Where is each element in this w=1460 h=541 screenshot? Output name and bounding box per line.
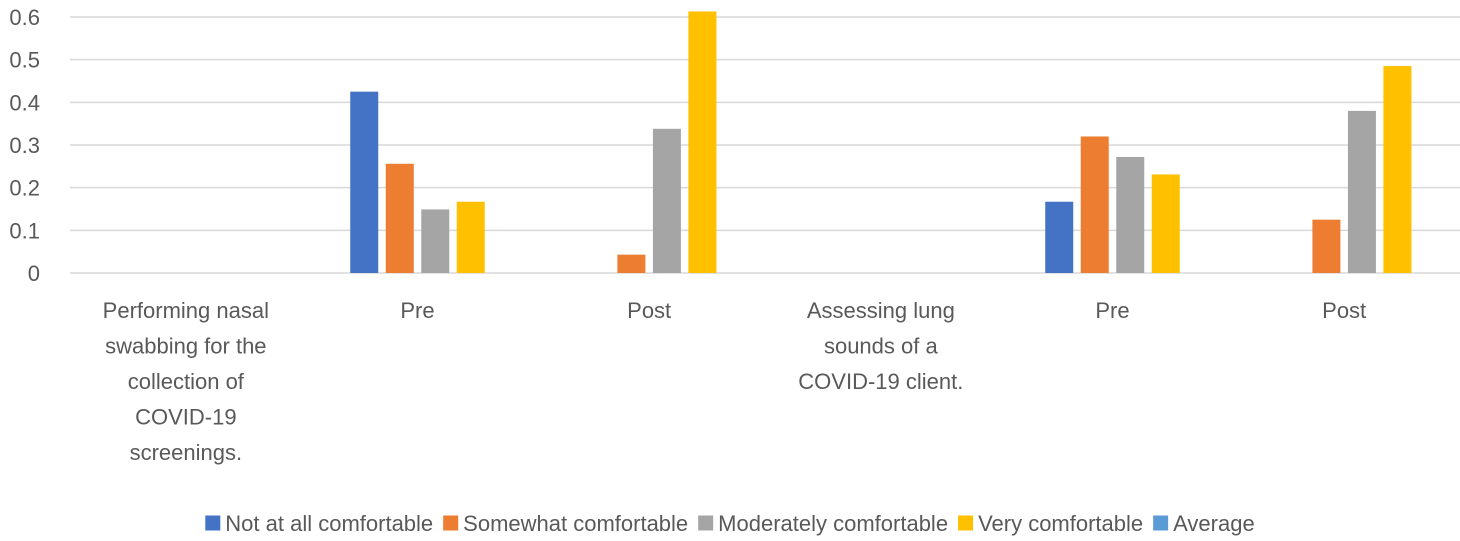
legend: Not at all comfortable Somewhat comfortab… (205, 511, 1255, 536)
x-category-label: Pre (1095, 298, 1129, 323)
bar-very-comfortable-cat5 (1383, 66, 1412, 273)
legend-swatch (443, 515, 459, 531)
bar-very-comfortable-cat2 (688, 11, 717, 273)
legend-item-average: Average (1153, 511, 1255, 536)
y-tick-label: 0.2 (9, 176, 40, 201)
x-axis-category-labels: Performing nasal swabbing for the collecti… (103, 298, 1367, 465)
legend-swatch (958, 515, 974, 531)
bar-moderately-comfortable-cat5 (1347, 110, 1376, 273)
gridlines (70, 16, 1460, 274)
legend-label: Moderately comfortable (718, 511, 948, 536)
bar-somewhat-comfortable-cat5 (1312, 219, 1341, 273)
bar-somewhat-comfortable-cat2 (617, 254, 646, 273)
legend-swatch (1153, 515, 1169, 531)
bar-very-comfortable-cat4 (1151, 174, 1180, 273)
y-axis-tick-labels: 0 0.1 0.2 0.3 0.4 0.5 0.6 (9, 5, 40, 286)
bar-not-at-all-comfortable-cat1 (350, 91, 379, 274)
y-tick-label: 0.3 (9, 133, 40, 158)
legend-item-moderately-comfortable: Moderately comfortable (698, 511, 948, 536)
legend-item-somewhat-comfortable: Somewhat comfortable (443, 511, 688, 536)
x-category-label: Post (627, 298, 671, 323)
legend-swatch (205, 515, 221, 531)
bar-moderately-comfortable-cat4 (1116, 156, 1145, 273)
legend-label: Average (1173, 511, 1255, 536)
bar-moderately-comfortable-cat1 (421, 209, 450, 273)
x-category-label: Assessing lung sounds of a COVID-19 client… (798, 298, 963, 394)
bar-not-at-all-comfortable-cat4 (1045, 201, 1074, 273)
x-category-label: Pre (400, 298, 434, 323)
legend-swatch (698, 515, 714, 531)
bar-very-comfortable-cat1 (456, 201, 485, 273)
y-tick-label: 0 (28, 261, 40, 286)
legend-label: Not at all comfortable (225, 511, 433, 536)
legend-item-very-comfortable: Very comfortable (958, 511, 1143, 536)
legend-item-not-at-all-comfortable: Not at all comfortable (205, 511, 433, 536)
y-tick-label: 0.1 (9, 218, 40, 243)
bars (350, 11, 1412, 274)
legend-label: Somewhat comfortable (463, 511, 688, 536)
x-category-label: Performing nasal swabbing for the collecti… (103, 298, 269, 465)
y-tick-label: 0.5 (9, 48, 40, 73)
y-tick-label: 0.4 (9, 90, 40, 115)
bar-somewhat-comfortable-cat1 (385, 163, 414, 273)
x-category-label: Post (1322, 298, 1366, 323)
bar-somewhat-comfortable-cat4 (1080, 136, 1109, 273)
y-tick-label: 0.6 (9, 5, 40, 30)
legend-label: Very comfortable (978, 511, 1143, 536)
bar-moderately-comfortable-cat2 (652, 128, 681, 273)
